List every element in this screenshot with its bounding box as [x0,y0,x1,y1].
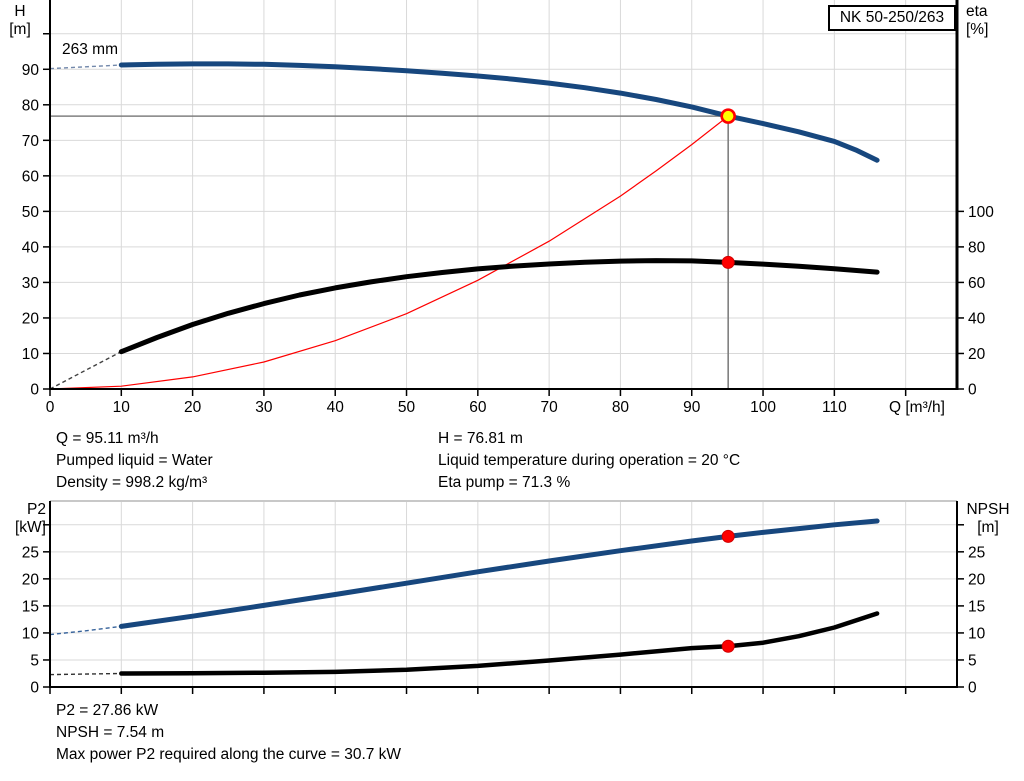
efficiency-point-marker [721,255,735,269]
p2-curve-dashed-lead [49,625,122,636]
left-tick-label: 30 [22,275,40,292]
power-npsh-chart: 0 5 10 15 20 25 0 5 10 15 20 25 [22,500,986,697]
left-tick-label: 90 [22,62,40,79]
power-annotations: P2 = 27.86 kW NPSH = 7.54 m Max power P2… [56,700,401,766]
x-tick-label: 70 [541,399,559,416]
right-tick-label: 0 [968,680,977,697]
annotation-npsh: NPSH = 7.54 m [56,724,165,741]
annotation-p2: P2 = 27.86 kW [56,702,159,719]
markers [720,108,736,269]
left-tick-label: 20 [22,571,40,588]
efficiency-curve [118,258,880,355]
q-axis-title: Q [m³/h] [889,399,945,416]
left-tick-label: 60 [22,168,40,185]
right-tick-label: 25 [968,544,985,561]
gridlines [50,0,957,389]
left-tick-label: 25 [22,544,39,561]
axes: 0 5 10 15 20 25 0 5 10 15 20 25 [22,501,986,697]
head-efficiency-chart: 0 10 20 30 40 50 60 70 80 90 0 20 40 60 80 100 0 10 20 30 40… [22,0,994,416]
right-tick-label: 15 [968,598,985,615]
p2-axis-title: P2 [kW] [0,501,46,537]
head-curve [118,61,880,163]
annotation-density: Density = 998.2 kg/m³ [56,474,208,491]
annotation-max-power: Max power P2 required along the curve = … [56,746,402,763]
pump-model-badge: NK 50-250/263 [828,5,956,31]
npsh-point-marker [721,639,735,653]
p2-axis-symbol: P2 [27,501,46,518]
system-curve [49,115,729,390]
p2-axis-unit: [kW] [15,519,46,536]
right-tick-label: 80 [968,239,986,256]
x-tick-label: 90 [683,399,701,416]
eta-axis-symbol: eta [966,3,988,20]
left-tick-label: 70 [22,133,40,150]
left-tick-label: 80 [22,97,40,114]
markers [721,529,735,653]
right-tick-label: 0 [968,382,977,399]
npsh-axis-symbol: NPSH [966,501,1010,518]
p2-point-marker [721,529,735,543]
h-axis-title: H [m] [0,3,40,39]
right-tick-label: 20 [968,571,986,588]
left-tick-label: 5 [30,652,39,669]
left-tick-label: 0 [30,680,39,697]
left-tick-label: 10 [22,625,40,642]
p2-curve [118,518,880,629]
x-tick-label: 30 [255,399,273,416]
left-tick-label: 40 [22,239,40,256]
x-tick-label: 80 [612,399,630,416]
h-axis-symbol: H [14,3,26,20]
npsh-curve-dashed-lead [49,672,122,676]
npsh-axis-unit: [m] [977,519,999,536]
x-tick-label: 110 [822,399,847,416]
left-tick-label: 50 [22,204,40,221]
x-tick-label: 10 [113,399,131,416]
annotation-temperature: Liquid temperature during operation = 20… [438,452,741,469]
duty-annotations-left: Q = 95.11 m³/h Pumped liquid = Water Den… [56,428,213,494]
left-tick-label: 20 [22,310,40,327]
duty-lines [50,115,729,389]
npsh-axis-title: NPSH [m] [958,501,1018,537]
right-tick-label: 10 [968,625,986,642]
h-axis-unit: [m] [9,21,31,38]
impeller-diameter-label: 263 mm [62,41,118,58]
left-tick-label: 10 [22,346,40,363]
efficiency-curve-dashed-lead [49,351,122,390]
npsh-curve [119,611,880,676]
annotation-flow: Q = 95.11 m³/h [56,430,159,447]
eta-axis-title: eta [%] [966,3,988,39]
annotation-head: H = 76.81 m [438,430,523,447]
right-tick-label: 40 [968,310,986,327]
curves [49,518,880,676]
right-tick-label: 60 [968,275,986,292]
left-tick-label: 0 [30,382,39,399]
x-tick-label: 20 [184,399,202,416]
curves [49,61,880,390]
gridlines [50,500,957,687]
axes: 0 10 20 30 40 50 60 70 80 90 0 20 40 60 80 100 0 10 20 30 40… [22,0,994,416]
x-tick-label: 50 [398,399,416,416]
x-tick-label: 100 [750,399,776,416]
duty-point-marker[interactable] [720,108,736,124]
right-tick-label: 5 [968,652,977,669]
x-tick-label: 40 [327,399,345,416]
x-tick-label: 0 [46,399,55,416]
eta-axis-unit: [%] [966,21,989,38]
right-tick-label: 20 [968,346,986,363]
right-tick-label: 100 [968,204,994,221]
x-tick-label: 60 [469,399,487,416]
head-curve-dashed-lead [49,64,122,70]
duty-annotations-right: H = 76.81 m Liquid temperature during op… [438,428,740,494]
annotation-pumped-liquid: Pumped liquid = Water [56,452,213,469]
left-tick-label: 15 [22,598,39,615]
annotation-eta-pump: Eta pump = 71.3 % [438,474,571,491]
